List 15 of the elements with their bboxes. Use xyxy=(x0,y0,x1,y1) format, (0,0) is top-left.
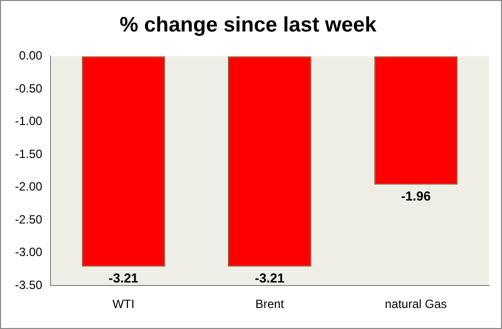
data-label: -1.96 xyxy=(401,188,431,204)
y-tick-label: -0.50 xyxy=(14,81,43,96)
y-tick-label: -3.50 xyxy=(14,278,43,292)
x-tick-label: Brent xyxy=(255,297,285,312)
data-label: -3.21 xyxy=(108,270,138,286)
y-tick-label: -2.50 xyxy=(14,212,43,226)
y-tick-label: -1.00 xyxy=(14,114,43,128)
data-label: -3.21 xyxy=(254,270,284,286)
y-tick-label: -1.50 xyxy=(14,146,43,161)
chart-title: % change since last week xyxy=(120,13,377,36)
y-tick-label: 0.00 xyxy=(18,48,43,63)
x-tick-label: WTI xyxy=(112,297,134,312)
y-tick-label: -2.00 xyxy=(14,180,43,194)
x-tick-label: natural Gas xyxy=(384,297,447,312)
y-tick-label: -3.00 xyxy=(14,245,43,260)
